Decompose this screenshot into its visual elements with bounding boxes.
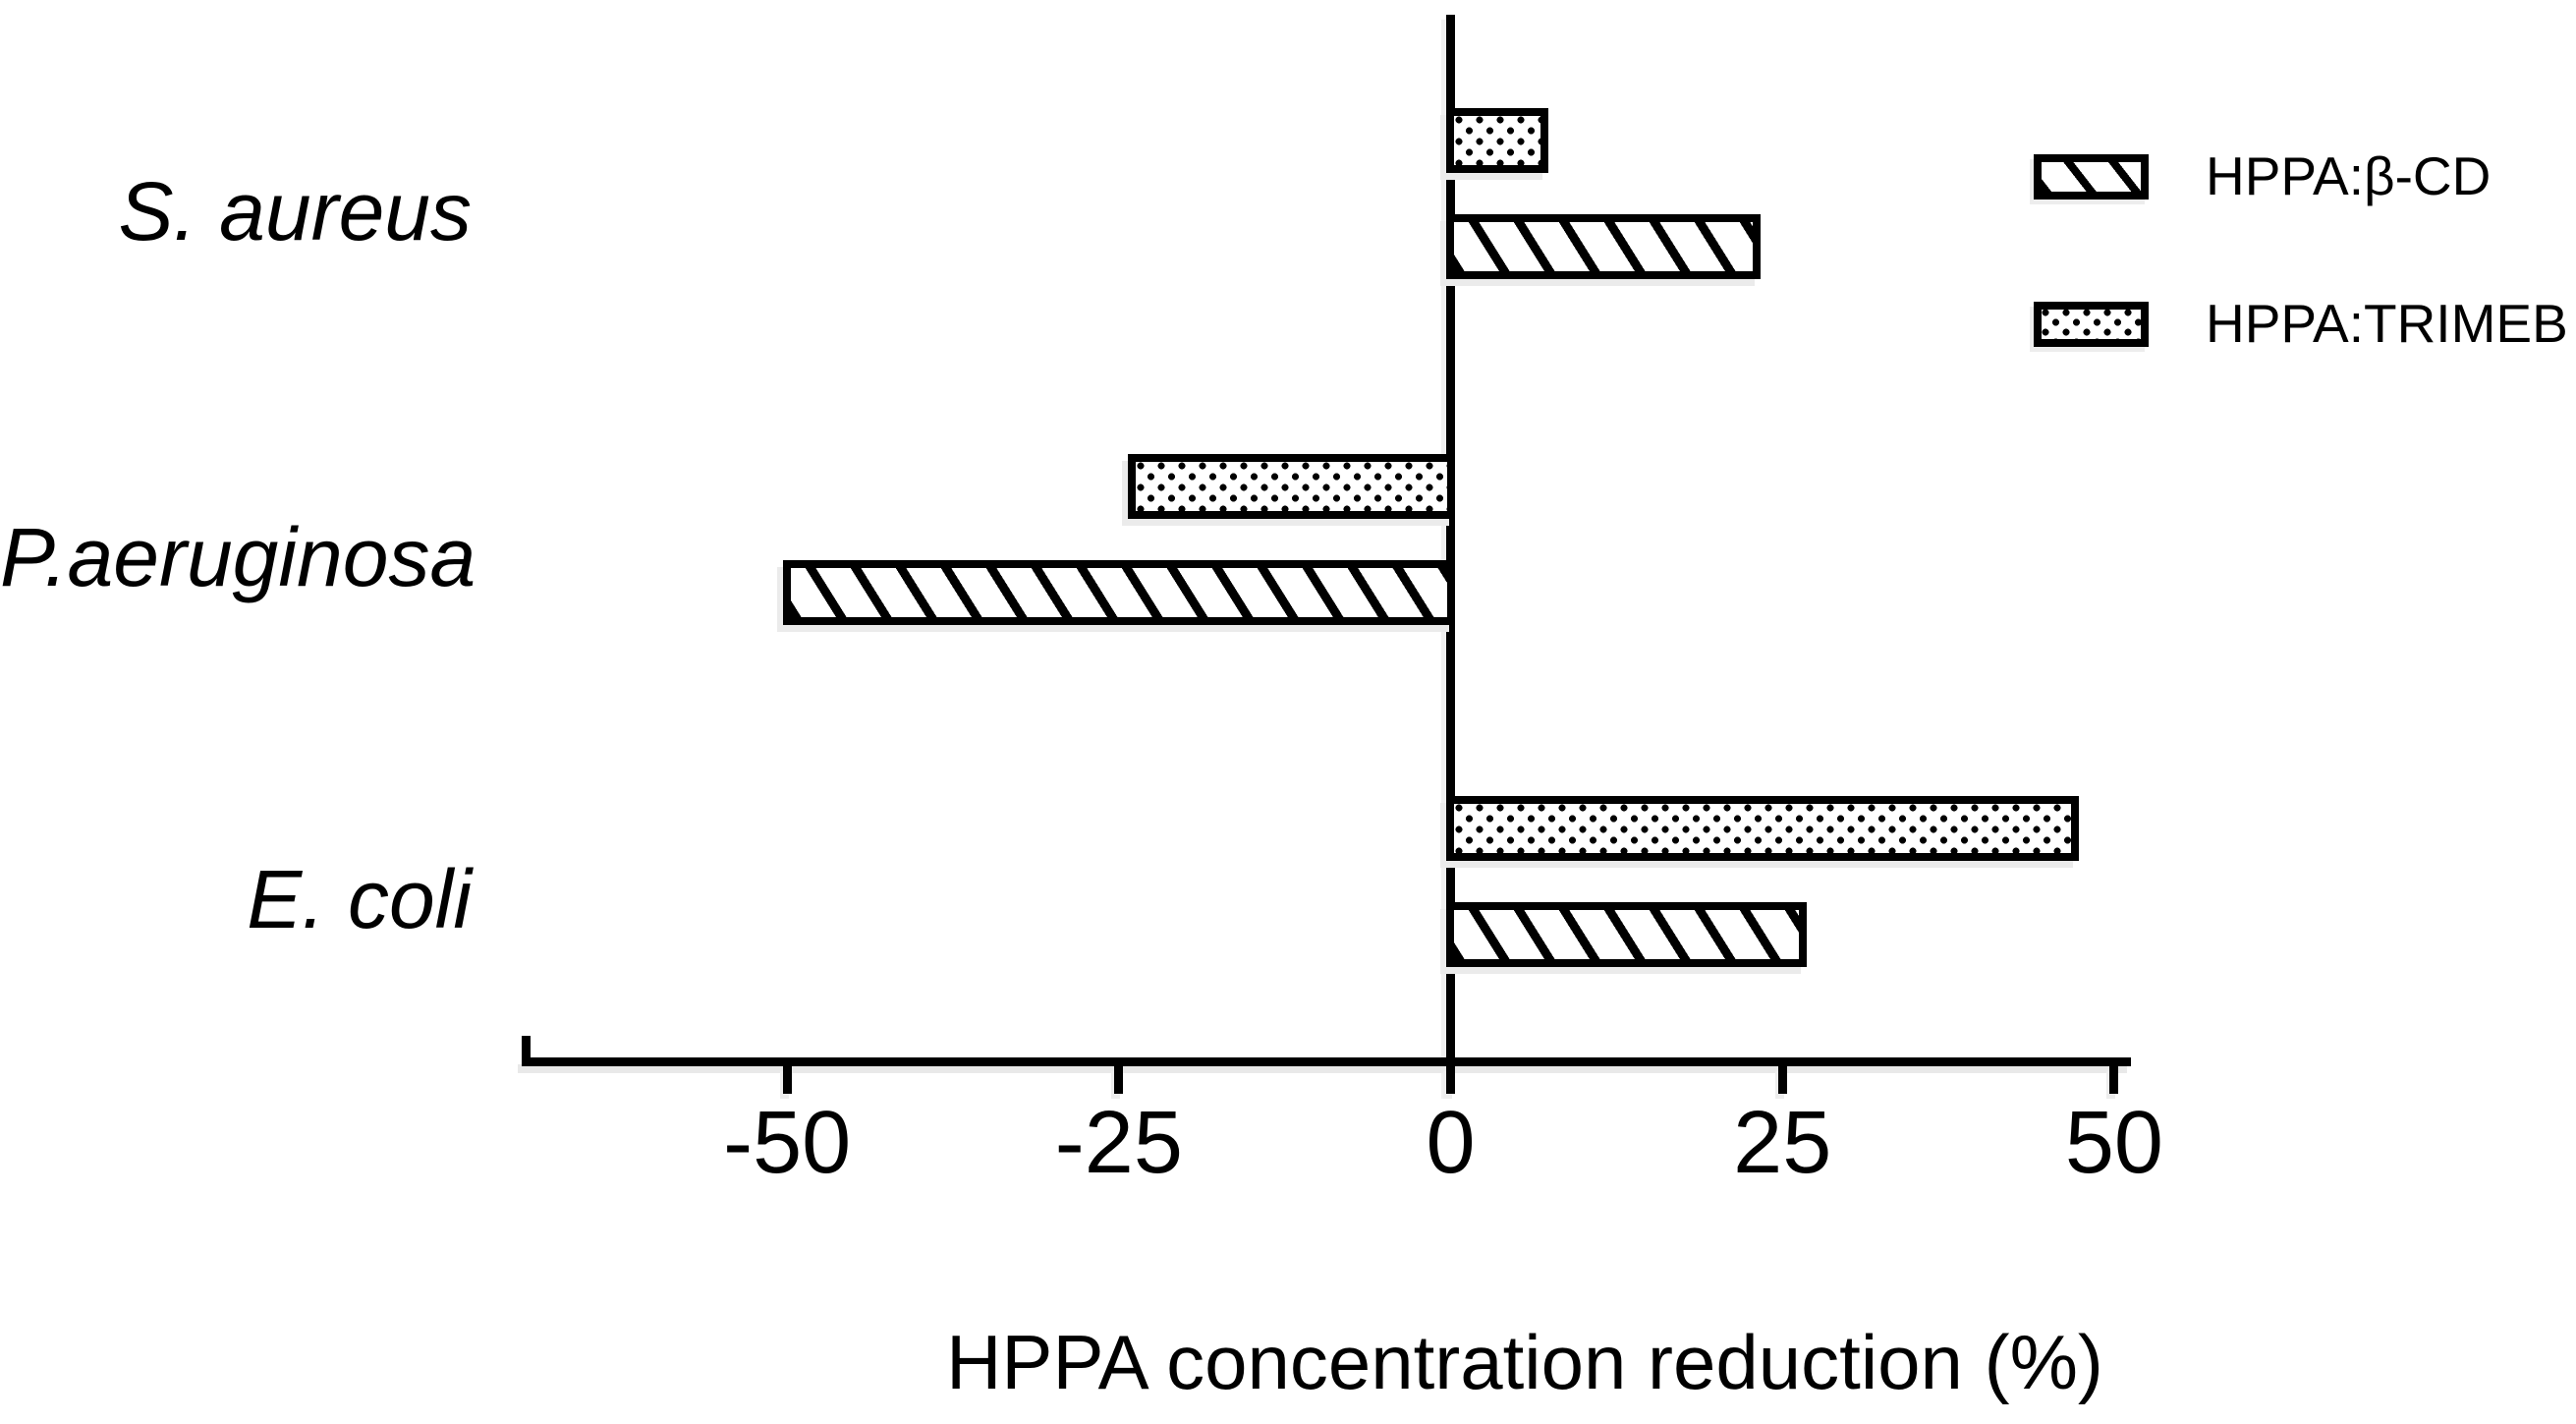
- x-axis-title: HPPA concentration reduction (%): [946, 1319, 2103, 1405]
- x-axis-tick: [1114, 1066, 1124, 1094]
- category-label: P.aeruginosa: [0, 511, 476, 603]
- bar-paeruginosa-trimeb: [1127, 454, 1455, 519]
- legend-item-trimeb: HPPA:TRIMEB: [2034, 297, 2568, 351]
- category-label: E. coli: [247, 853, 472, 945]
- dotted-swatch-icon: [2034, 301, 2149, 347]
- bar-saureus-trimeb: [1446, 108, 1548, 173]
- bar-saureus-bcd: [1446, 214, 1761, 279]
- x-axis-tick: [1777, 1066, 1787, 1094]
- legend-item-bcd: HPPA:β-CD: [2034, 149, 2568, 203]
- zero-axis-line: [1446, 15, 1456, 1094]
- x-axis-tick: [2109, 1066, 2119, 1094]
- bar-paeruginosa-bcd: [782, 560, 1455, 625]
- legend: HPPA:β-CD HPPA:TRIMEB: [2034, 149, 2568, 351]
- x-axis-line: [522, 1057, 2131, 1066]
- x-axis-tick-label: 25: [1733, 1094, 1832, 1192]
- bar-ecoli-bcd: [1446, 902, 1807, 967]
- bar-ecoli-trimeb: [1446, 796, 2079, 861]
- x-axis-tick-label: -50: [723, 1094, 852, 1192]
- legend-label-trimeb: HPPA:TRIMEB: [2206, 293, 2568, 354]
- x-axis-left-cap: [522, 1036, 531, 1057]
- legend-label-bcd: HPPA:β-CD: [2206, 145, 2492, 206]
- x-axis-tick: [1446, 1066, 1456, 1094]
- x-axis-tick: [782, 1066, 792, 1094]
- category-label: S. aureus: [118, 165, 472, 257]
- x-axis-tick-label: 50: [2064, 1094, 2163, 1192]
- diagonal-hatch-swatch-icon: [2034, 153, 2149, 199]
- x-axis-tick-label: 0: [1426, 1094, 1476, 1192]
- x-axis-tick-label: -25: [1054, 1094, 1183, 1192]
